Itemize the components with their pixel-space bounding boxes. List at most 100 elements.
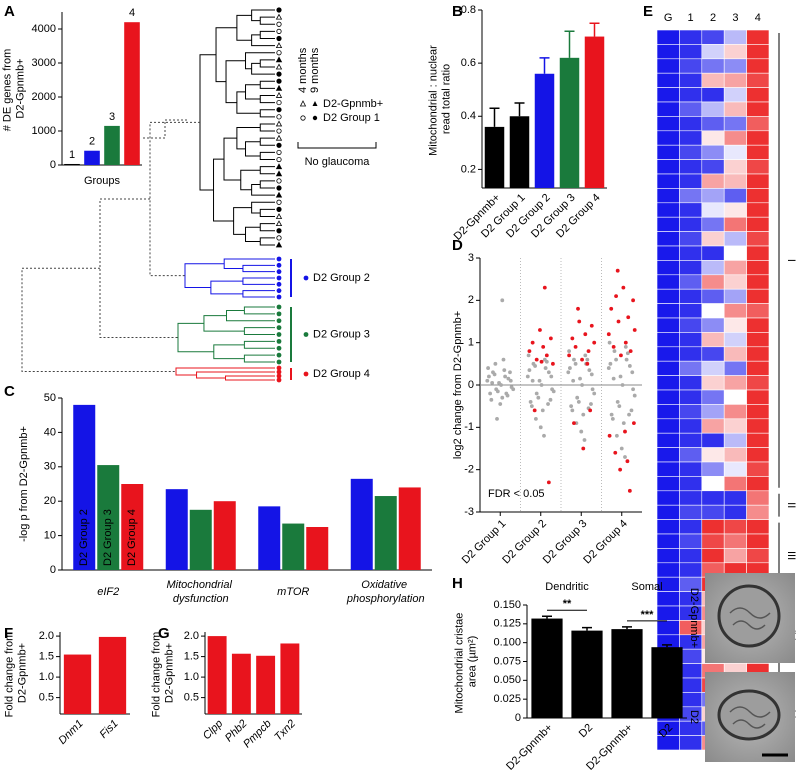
point (570, 336, 575, 341)
point (586, 349, 591, 354)
point (577, 319, 582, 324)
bar (231, 653, 251, 714)
dendrogram-branch (223, 258, 275, 269)
dendrogram-branch (242, 290, 275, 298)
dendrogram-branch (259, 237, 275, 246)
point (580, 357, 584, 362)
heatmap-cell (723, 375, 747, 391)
point (606, 366, 611, 370)
bar (374, 496, 397, 570)
heatmap-cell (701, 144, 725, 160)
heatmap-cell (679, 490, 703, 506)
y-tick-label: 1.5 (184, 651, 199, 663)
heatmap-cell (656, 317, 680, 333)
y-tick-label: 40 (44, 426, 56, 438)
leaf-marker (276, 71, 282, 77)
point (615, 268, 620, 273)
point (618, 467, 623, 472)
bar (306, 527, 329, 570)
leaf-marker (276, 107, 282, 113)
heatmap-cell (679, 216, 703, 232)
point (583, 332, 588, 337)
heatmap-cell (679, 504, 703, 520)
heatmap-cell (746, 360, 770, 376)
legend-label: 4 months (297, 47, 309, 93)
bar (97, 465, 120, 570)
heatmap-cell (656, 116, 680, 132)
dendrogram-branch (259, 137, 275, 146)
point (626, 315, 631, 320)
point (621, 421, 626, 425)
y-tick-label: 20 (44, 495, 56, 507)
leaf-marker (276, 373, 282, 379)
heatmap-cell (656, 620, 680, 636)
dendrogram-branch (259, 166, 275, 175)
leaf-marker (276, 318, 282, 324)
dendrogram-branch (251, 9, 275, 22)
column-label: 1 (688, 12, 694, 24)
point (587, 368, 592, 373)
point (609, 306, 614, 311)
column-label: 4 (755, 12, 761, 24)
heatmap-cell (723, 303, 747, 319)
dendrogram-branch (259, 208, 275, 218)
heatmap-cell (723, 461, 747, 477)
bar (258, 506, 281, 570)
heatmap-cell (656, 548, 680, 564)
leaf-marker (276, 128, 282, 134)
heatmap-cell (656, 533, 680, 549)
heatmap-cell (679, 375, 703, 391)
group-label: Dendritic (545, 581, 589, 593)
heatmap-cell (701, 346, 725, 362)
heatmap-cell (656, 504, 680, 520)
error-bar (489, 107, 500, 127)
error-bar (514, 102, 525, 117)
heatmap-cell (723, 432, 747, 448)
point (534, 357, 539, 362)
heatmap-cell (656, 87, 680, 103)
heatmap-cell (723, 216, 747, 232)
heatmap-cell (723, 188, 747, 204)
point (543, 366, 548, 370)
heatmap-cell (723, 58, 747, 74)
dendrogram-branch (259, 180, 275, 189)
heatmap-cell (679, 72, 703, 88)
heatmap-cell (701, 404, 725, 420)
point (611, 345, 616, 349)
leaf-marker (276, 7, 282, 13)
heatmap-cell (656, 490, 680, 506)
bar (559, 57, 580, 189)
heatmap-cell (656, 29, 680, 45)
point (542, 433, 546, 438)
point (624, 357, 629, 362)
heatmap-cell (723, 260, 747, 276)
dendrogram-branch (225, 375, 275, 381)
point (486, 366, 490, 370)
leaf-marker (275, 241, 283, 248)
heatmap-cell (679, 663, 703, 679)
leaf-marker (276, 206, 282, 212)
dendrogram-branch (175, 367, 275, 376)
point (576, 400, 581, 404)
heatmap-cell (701, 29, 725, 45)
bar (398, 487, 421, 570)
point (533, 416, 538, 421)
point (551, 361, 555, 366)
heatmap-cell (656, 44, 680, 60)
heatmap-cell (701, 87, 725, 103)
point (579, 429, 584, 434)
cluster-dot (303, 332, 309, 337)
heatmap-cell (746, 461, 770, 477)
point (615, 400, 620, 404)
bar (282, 523, 305, 570)
legend-label: D2 Group 3 (102, 509, 114, 566)
heatmap-cell (701, 188, 725, 204)
point (592, 340, 597, 345)
point (630, 370, 635, 375)
dendrogram-join (149, 121, 200, 277)
bar (189, 509, 212, 570)
point (538, 425, 543, 430)
panel-label: E (643, 3, 653, 20)
leaf-marker (276, 275, 282, 281)
heatmap-cell (746, 202, 770, 218)
